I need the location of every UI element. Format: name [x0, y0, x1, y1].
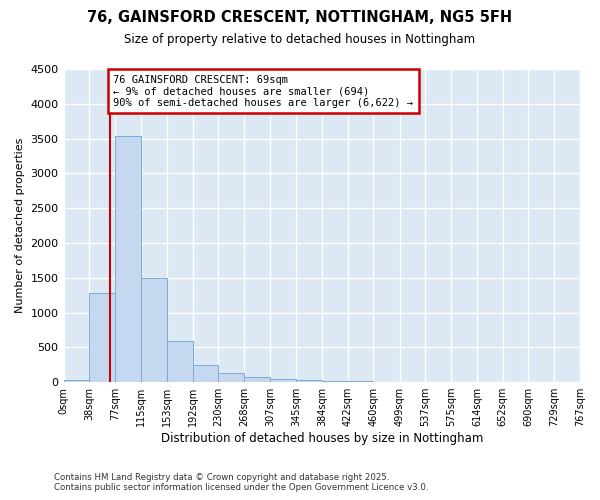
Text: Size of property relative to detached houses in Nottingham: Size of property relative to detached ho… — [124, 32, 476, 46]
Y-axis label: Number of detached properties: Number of detached properties — [15, 138, 25, 313]
Text: Contains HM Land Registry data © Crown copyright and database right 2025.
Contai: Contains HM Land Registry data © Crown c… — [54, 473, 428, 492]
Bar — [141, 278, 167, 382]
Bar — [193, 366, 218, 382]
Bar — [244, 377, 270, 382]
Bar — [115, 136, 141, 382]
Bar — [322, 381, 347, 382]
Bar — [64, 380, 89, 382]
Bar — [167, 341, 193, 382]
Bar — [89, 293, 115, 382]
Bar — [270, 378, 296, 382]
Bar — [296, 380, 322, 382]
Text: 76, GAINSFORD CRESCENT, NOTTINGHAM, NG5 5FH: 76, GAINSFORD CRESCENT, NOTTINGHAM, NG5 … — [88, 10, 512, 25]
Text: 76 GAINSFORD CRESCENT: 69sqm
← 9% of detached houses are smaller (694)
90% of se: 76 GAINSFORD CRESCENT: 69sqm ← 9% of det… — [113, 74, 413, 108]
Bar — [218, 373, 244, 382]
X-axis label: Distribution of detached houses by size in Nottingham: Distribution of detached houses by size … — [161, 432, 483, 445]
